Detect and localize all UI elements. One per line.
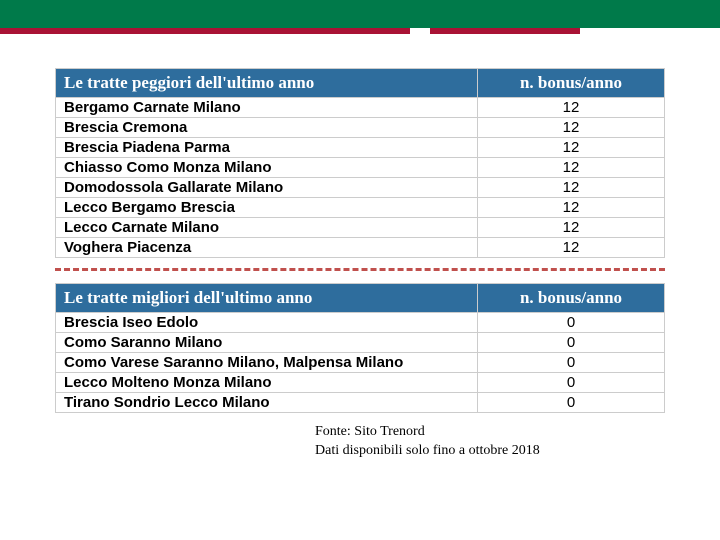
worst-header-right: n. bonus/anno — [478, 69, 665, 98]
route-cell: Lecco Bergamo Brescia — [56, 198, 478, 218]
bonus-cell: 0 — [478, 333, 665, 353]
best-header-right: n. bonus/anno — [478, 284, 665, 313]
route-cell: Lecco Molteno Monza Milano — [56, 373, 478, 393]
footnote-source: Fonte: Sito Trenord — [315, 424, 425, 439]
bonus-cell: 0 — [478, 313, 665, 333]
table-row: Tirano Sondrio Lecco Milano0 — [56, 393, 665, 413]
bonus-cell: 0 — [478, 393, 665, 413]
bonus-cell: 12 — [478, 218, 665, 238]
bonus-cell: 0 — [478, 353, 665, 373]
worst-routes-table: Le tratte peggiori dell'ultimo anno n. b… — [55, 68, 665, 258]
route-cell: Voghera Piacenza — [56, 238, 478, 258]
footnote-availability: Dati disponibili solo fino a ottobre 201… — [315, 443, 540, 458]
route-cell: Tirano Sondrio Lecco Milano — [56, 393, 478, 413]
dashed-divider — [55, 268, 665, 271]
red-stripe-left — [0, 28, 410, 34]
bonus-cell: 12 — [478, 118, 665, 138]
table-row: Domodossola Gallarate Milano12 — [56, 178, 665, 198]
route-cell: Bergamo Carnate Milano — [56, 98, 478, 118]
best-routes-table: Le tratte migliori dell'ultimo anno n. b… — [55, 283, 665, 413]
bonus-cell: 12 — [478, 238, 665, 258]
top-green-bar — [0, 0, 720, 28]
route-cell: Brescia Cremona — [56, 118, 478, 138]
table-row: Voghera Piacenza12 — [56, 238, 665, 258]
table-row: Como Saranno Milano0 — [56, 333, 665, 353]
route-cell: Lecco Carnate Milano — [56, 218, 478, 238]
bonus-cell: 12 — [478, 158, 665, 178]
bonus-cell: 0 — [478, 373, 665, 393]
route-cell: Brescia Iseo Edolo — [56, 313, 478, 333]
table-row: Lecco Carnate Milano12 — [56, 218, 665, 238]
table-row: Brescia Cremona12 — [56, 118, 665, 138]
red-stripe-right — [430, 28, 580, 34]
bonus-cell: 12 — [478, 98, 665, 118]
route-cell: Como Varese Saranno Milano, Malpensa Mil… — [56, 353, 478, 373]
route-cell: Domodossola Gallarate Milano — [56, 178, 478, 198]
table-row: Bergamo Carnate Milano12 — [56, 98, 665, 118]
table-row: Como Varese Saranno Milano, Malpensa Mil… — [56, 353, 665, 373]
route-cell: Chiasso Como Monza Milano — [56, 158, 478, 178]
bonus-cell: 12 — [478, 138, 665, 158]
worst-header-left: Le tratte peggiori dell'ultimo anno — [56, 69, 478, 98]
content-area: Le tratte peggiori dell'ultimo anno n. b… — [0, 28, 720, 461]
table-row: Brescia Piadena Parma12 — [56, 138, 665, 158]
bonus-cell: 12 — [478, 198, 665, 218]
table-row: Lecco Bergamo Brescia12 — [56, 198, 665, 218]
table-row: Chiasso Como Monza Milano12 — [56, 158, 665, 178]
route-cell: Brescia Piadena Parma — [56, 138, 478, 158]
best-header-left: Le tratte migliori dell'ultimo anno — [56, 284, 478, 313]
table-row: Brescia Iseo Edolo0 — [56, 313, 665, 333]
table-row: Lecco Molteno Monza Milano0 — [56, 373, 665, 393]
bonus-cell: 12 — [478, 178, 665, 198]
route-cell: Como Saranno Milano — [56, 333, 478, 353]
footnote: Fonte: Sito Trenord Dati disponibili sol… — [315, 423, 665, 461]
